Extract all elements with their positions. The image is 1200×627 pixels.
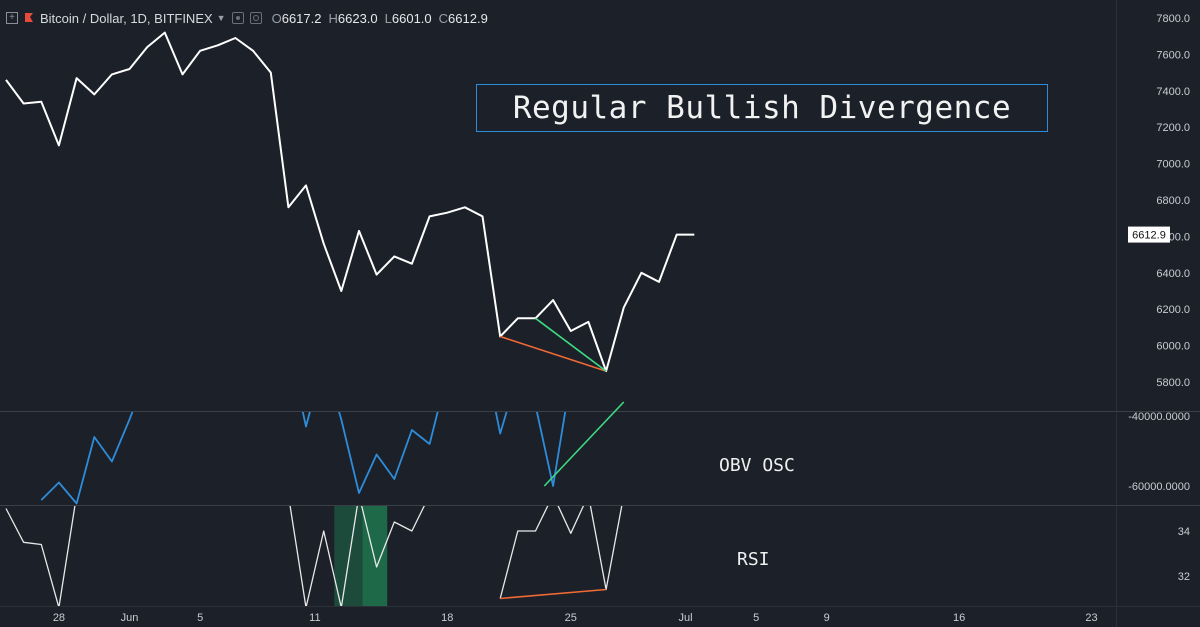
rsi-highlight-band (362, 506, 388, 606)
ohlc-close-value: 6612.9 (448, 10, 488, 26)
dropdown-caret-icon[interactable]: ▼ (216, 13, 226, 23)
ohlc-low-value: 6601.0 (391, 10, 432, 26)
price-axis-tick: 6200.0 (1156, 304, 1190, 316)
price-axis-tick: 6800.0 (1156, 195, 1190, 207)
settings-icon[interactable] (249, 12, 262, 24)
time-axis-tick: 28 (53, 612, 65, 624)
price-axis-tick: 7400.0 (1156, 86, 1190, 98)
ohlc-key-low: L (384, 10, 392, 26)
price-axis-tick: 7800.0 (1156, 13, 1190, 25)
price-axis-tick: 7600.0 (1156, 49, 1190, 61)
rsi-panel-label: RSI (737, 549, 770, 570)
divergence-trendline-bullish (535, 317, 607, 372)
ohlc-key-close: C (438, 10, 449, 26)
divergence-trendline-bearish (500, 588, 607, 600)
time-axis-tick: Jul (678, 612, 692, 624)
obv-line-group (40, 412, 567, 505)
time-axis-tick: 5 (753, 612, 759, 624)
divergence-trendline-bullish (543, 401, 625, 487)
time-axis-tick: 5 (197, 612, 203, 624)
time-axis-tick: 11 (309, 612, 320, 624)
rsi-line-group (5, 506, 623, 606)
time-axis-tick: 25 (565, 612, 577, 624)
ohlc-high-value: 6623.0 (337, 10, 378, 26)
rsi-highlight-band (334, 506, 363, 606)
price-axis-tick: 7000.0 (1156, 159, 1190, 171)
flag-icon[interactable] (24, 12, 34, 24)
ohlc-readout: O6617.2 H6623.0 L6601.0 C6612.9 (272, 11, 488, 26)
ohlc-key-high: H (328, 10, 338, 26)
price-axis-tick: 7200.0 (1156, 122, 1190, 134)
price-axis-tick: 6000.0 (1156, 341, 1190, 353)
visibility-icon[interactable] (231, 12, 244, 24)
price-axis-tick: 6400.0 (1156, 268, 1190, 280)
obv-line (40, 412, 567, 505)
price-line-group (5, 31, 695, 373)
symbol-title[interactable]: Bitcoin / Dollar, 1D, BITFINEX (40, 10, 213, 26)
time-axis-tick: 23 (1085, 612, 1097, 624)
last-price-tag (1128, 226, 1170, 243)
divergence-annotation[interactable]: Regular Bullish Divergence (476, 84, 1048, 132)
last-price-value: 6612.9 (1132, 230, 1166, 242)
obv-axis-tick: -40000.0000 (1128, 411, 1190, 423)
obv-panel-label: OBV OSC (719, 455, 795, 476)
ohlc-key-open: O (271, 10, 282, 26)
chart-header: + Bitcoin / Dollar, 1D, BITFINEX ▼ O6617… (6, 9, 488, 27)
time-axis-tick: 16 (953, 612, 965, 624)
rsi-line (5, 506, 623, 606)
time-axis-tick: Jun (121, 612, 139, 624)
rsi-axis-tick: 32 (1178, 571, 1190, 583)
price-line (5, 31, 695, 373)
price-axis-tick: 5800.0 (1156, 377, 1190, 389)
rsi-axis-tick: 34 (1178, 526, 1190, 538)
collapse-icon[interactable]: + (6, 12, 18, 24)
time-axis-tick: 9 (824, 612, 830, 624)
divergence-trendline-bearish (499, 335, 607, 372)
ohlc-open-value: 6617.2 (281, 10, 322, 26)
obv-axis-tick: -60000.0000 (1128, 481, 1190, 493)
time-axis-tick: 18 (441, 612, 453, 624)
